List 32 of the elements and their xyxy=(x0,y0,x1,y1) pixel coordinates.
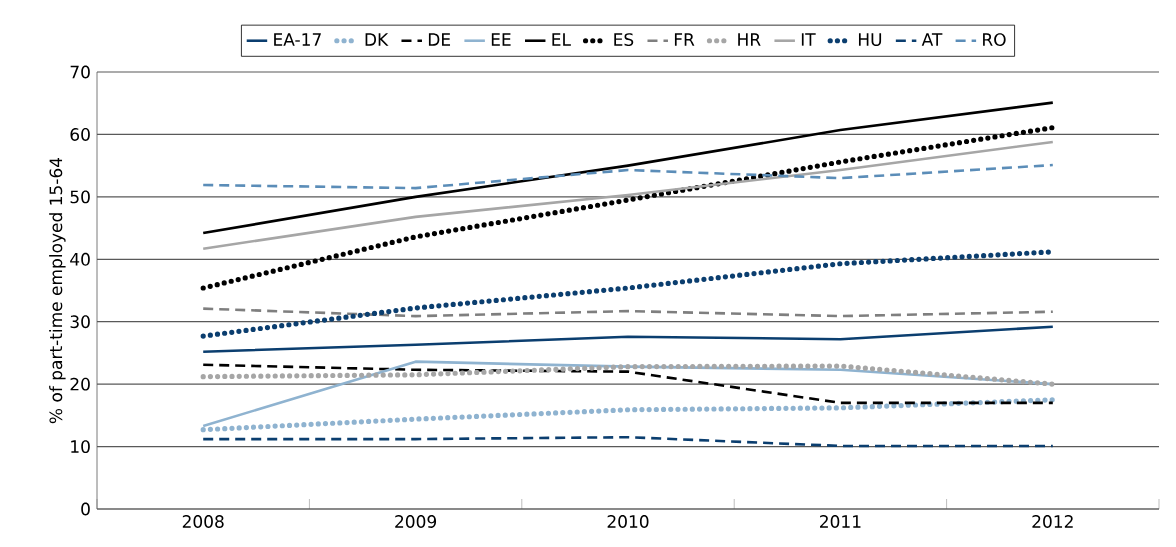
line-series xyxy=(201,325,1055,353)
legend-label: EE xyxy=(491,33,511,46)
y-axis-title: % of part-time employed 15-64 xyxy=(49,157,66,424)
y-tick-label: 40 xyxy=(70,252,90,266)
line-series xyxy=(201,163,1055,190)
legend-label: RO xyxy=(983,33,1006,47)
legend-label: DK xyxy=(365,33,389,46)
line-series xyxy=(201,140,1055,250)
y-tick-label: 30 xyxy=(70,315,90,329)
x-tick-label: 2012 xyxy=(1032,515,1073,528)
legend-label: DE xyxy=(428,33,451,46)
line-series xyxy=(201,101,1055,235)
legend-label: FR xyxy=(674,33,695,46)
legend-label: IT xyxy=(801,33,816,46)
x-tick-label: 2010 xyxy=(607,515,649,528)
y-tick-label: 70 xyxy=(70,65,90,79)
legend-label: EA-17 xyxy=(274,33,321,46)
legend-label: EL xyxy=(552,33,571,46)
legend-label: HR xyxy=(738,33,761,46)
y-tick-label: 50 xyxy=(70,190,90,204)
y-tick-label: 20 xyxy=(70,377,90,391)
x-tick-label: 2009 xyxy=(395,515,437,528)
legend-label: HU xyxy=(858,33,882,46)
legend-label: AT xyxy=(921,33,943,46)
y-tick-label: 10 xyxy=(71,440,90,454)
line-series xyxy=(201,307,1055,318)
y-tick-label: 60 xyxy=(70,128,90,141)
x-tick-label: 2008 xyxy=(182,515,224,528)
line-series xyxy=(201,363,1055,405)
legend-label: ES xyxy=(614,33,634,47)
x-tick-label: 2011 xyxy=(820,515,861,528)
y-tick-label: 0 xyxy=(81,502,90,516)
